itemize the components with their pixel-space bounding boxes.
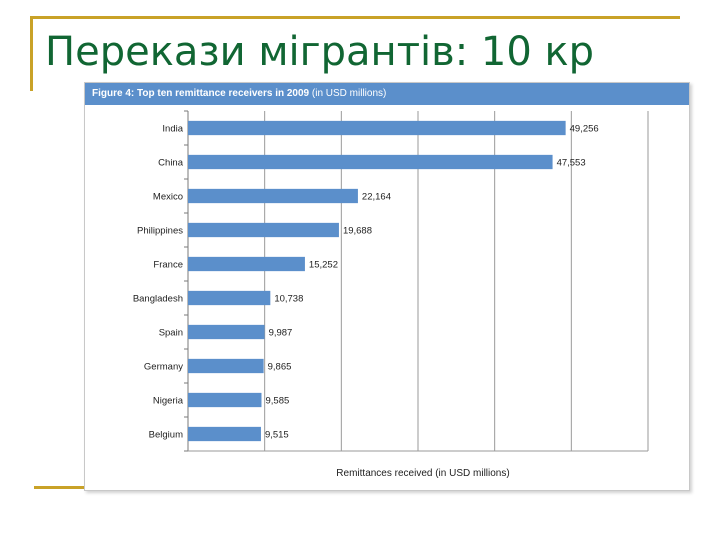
category-label: Nigeria [153,396,184,407]
bar [188,120,566,136]
bar [188,324,265,340]
bar [188,290,271,306]
category-label: France [153,260,183,271]
value-label: 47,553 [557,158,586,169]
chart-title-bold: Figure 4: Top ten remittance receivers i… [92,88,310,99]
category-label: India [162,124,183,135]
x-axis-title: Remittances received (in USD millions) [336,468,509,479]
decorative-top-line [30,16,680,19]
value-label: 19,688 [343,226,372,237]
bar [188,256,305,272]
category-label: Spain [159,328,183,339]
value-label: 9,585 [265,396,289,407]
bar [188,154,553,170]
decorative-bottom-line [34,486,84,489]
category-label: Philippines [137,226,183,237]
value-label: 9,987 [269,328,293,339]
value-label: 9,515 [265,430,289,441]
bar [188,358,264,374]
value-label: 22,164 [362,192,391,203]
decorative-vertical-line [30,16,33,91]
chart-title: Figure 4: Top ten remittance receivers i… [85,83,689,105]
category-label: Bangladesh [133,294,183,305]
value-labels: 49,256 47,553 22,164 19,688 15,252 10,738 9,98… [265,124,599,441]
slide-title: Перекази мігрантів: 10 кр [45,29,595,75]
category-label: China [158,158,184,169]
value-label: 49,256 [570,124,599,135]
category-labels: India China Mexico Philippines France Banglad… [133,124,184,441]
value-label: 10,738 [274,294,303,305]
bars [188,120,566,442]
bar [188,222,339,238]
value-label: 15,252 [309,260,338,271]
bar [188,392,262,408]
chart-title-rest: (in USD millions) [309,88,387,99]
value-label: 9,865 [268,362,292,373]
category-label: Belgium [149,430,183,441]
chart-figure: India China Mexico Philippines France Banglad… [84,82,690,491]
bar [188,188,358,204]
category-label: Germany [144,362,183,373]
bar [188,426,261,442]
bar-chart: India China Mexico Philippines France Banglad… [133,110,649,479]
category-label: Mexico [153,192,183,203]
